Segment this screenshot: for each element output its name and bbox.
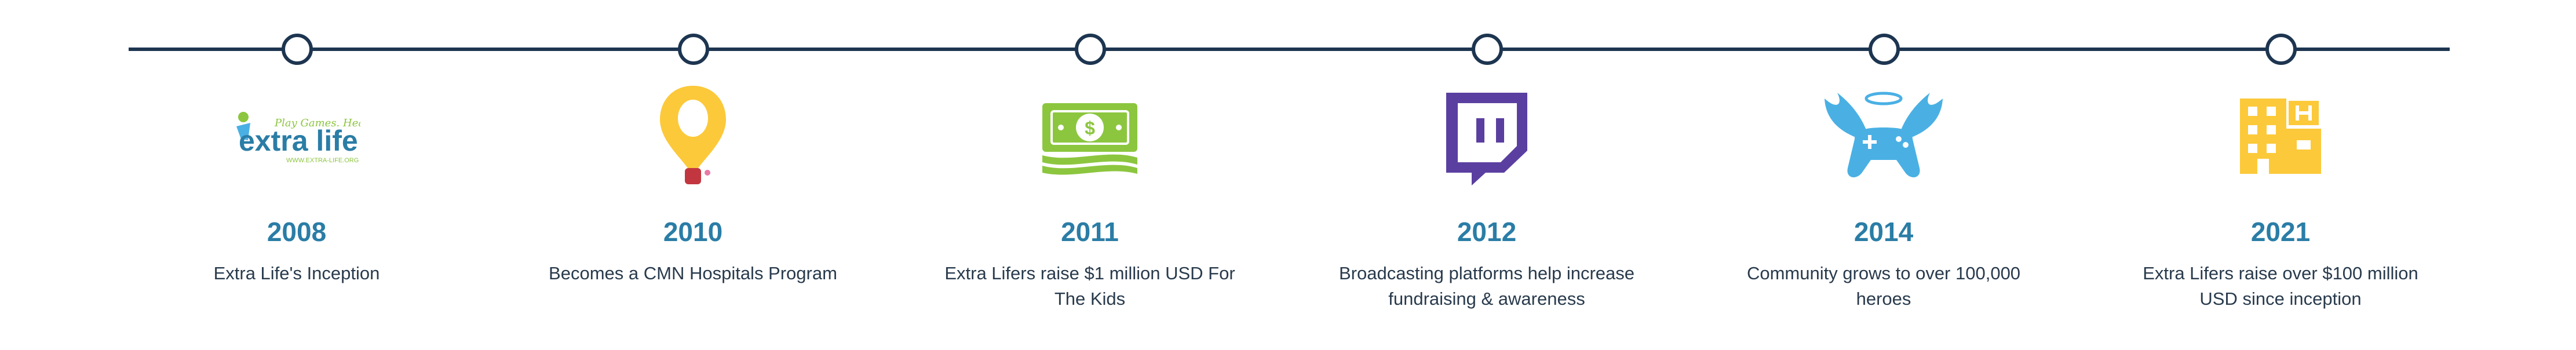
hospital-icon xyxy=(2240,99,2321,174)
timeline-node-2008 xyxy=(282,34,313,65)
milestone-2011: $ 2011 Extra Lifers raise $1 million USD… xyxy=(922,81,1258,312)
milestone-2021: 2021 Extra Lifers raise over $100 millio… xyxy=(2112,81,2449,312)
timeline-node-2014 xyxy=(1869,34,1900,65)
milestone-2010: 2010 Becomes a CMN Hospitals Program xyxy=(525,81,861,286)
milestone-year: 2012 xyxy=(1457,217,1517,247)
milestone-description: Extra Life's Inception xyxy=(213,263,380,283)
timeline-node-2010 xyxy=(678,34,709,65)
milestone-description: Broadcasting platforms help increase fun… xyxy=(1338,263,1635,309)
milestone-2012: 2012 Broadcasting platforms help increas… xyxy=(1319,81,1655,312)
milestone-year: 2010 xyxy=(663,217,723,247)
logo-tagline: Play Games. Heal Kids. xyxy=(274,117,360,129)
milestone-year: 2021 xyxy=(2250,217,2311,247)
milestone-year: 2011 xyxy=(1061,217,1119,247)
extra-life-logo-icon: Play Games. Heal Kids. extra life WWW.EX… xyxy=(236,112,360,164)
milestone-description: Extra Lifers raise over $100 million USD… xyxy=(2143,263,2418,309)
milestone-2008: Play Games. Heal Kids. extra life WWW.EX… xyxy=(129,81,465,286)
money-icon: $ xyxy=(1042,103,1137,175)
timeline-node-2021 xyxy=(2265,34,2297,65)
winged-controller-icon xyxy=(1825,92,1943,178)
milestone-description: Extra Lifers raise $1 million USD For Th… xyxy=(944,263,1235,309)
milestone-year: 2008 xyxy=(267,217,327,247)
milestone-description: Community grows to over 100,000 heroes xyxy=(1746,263,2021,309)
cmn-balloon-icon xyxy=(660,86,726,184)
twitch-icon xyxy=(1446,93,1527,185)
svg-text:$: $ xyxy=(1085,118,1095,138)
milestone-description: Becomes a CMN Hospitals Program xyxy=(549,263,837,283)
logo-wordmark: extra life xyxy=(239,125,358,157)
timeline-line xyxy=(129,48,2450,51)
timeline-node-2011 xyxy=(1075,34,1106,65)
timeline-node-2012 xyxy=(1472,34,1503,65)
logo-url: WWW.EXTRA-LIFE.ORG xyxy=(286,157,359,164)
milestone-2014: 2014 Community grows to over 100,000 her… xyxy=(1716,81,2052,312)
milestone-year: 2014 xyxy=(1853,217,1914,247)
